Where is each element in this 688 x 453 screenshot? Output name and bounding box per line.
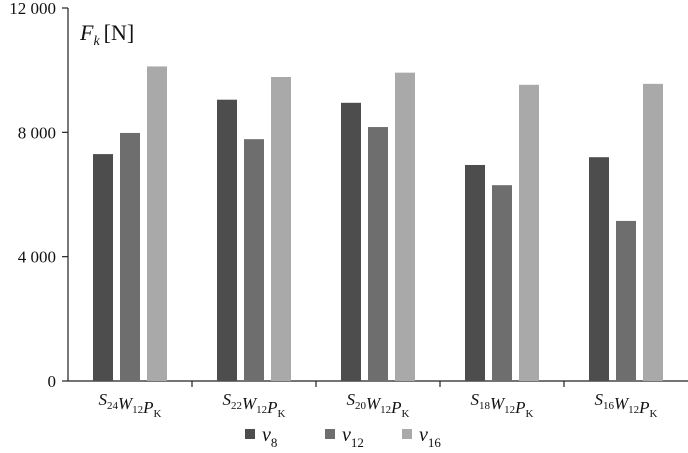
x-tick-label: S22W12PK (222, 390, 285, 420)
x-tick-label: S24W12PK (98, 390, 161, 420)
bar-v12-S20W12PK (368, 127, 388, 381)
bar-v8-S20W12PK (341, 102, 361, 381)
bars (93, 66, 663, 382)
x-tick-label: S18W12PK (470, 390, 533, 420)
bar-v12-S22W12PK (244, 139, 264, 381)
x-tick-labels: S24W12PK S22W12PK S20W12PK S18W12PK S16W12PK (98, 390, 657, 420)
legend-label-v12: v12 (342, 424, 364, 450)
bar-v8-S22W12PK (217, 99, 237, 381)
x-tick-label: S16W12PK (594, 390, 657, 420)
bar-v12-S18W12PK (492, 185, 512, 381)
y-tick-label: 4 000 (18, 248, 56, 267)
bar-v12-S16W12PK (616, 220, 636, 381)
bar-v16-S20W12PK (395, 72, 415, 382)
legend-swatch-v12 (325, 429, 335, 439)
y-axis-label-text: Fk [N] (79, 20, 134, 49)
bar-v16-S22W12PK (271, 77, 291, 381)
legend-swatch-v16 (402, 429, 412, 439)
bar-v16-S24W12PK (147, 66, 167, 381)
bar-v8-S24W12PK (93, 154, 113, 381)
y-tick-label: 8 000 (18, 123, 56, 142)
x-tick-label: S20W12PK (346, 390, 409, 420)
bar-v8-S16W12PK (589, 157, 609, 381)
bar-v12-S24W12PK (120, 132, 140, 381)
legend-swatch-v8 (245, 429, 255, 439)
y-tick-labels: 0 4 000 8 000 12 000 (9, 0, 56, 391)
legend-label-v8: v8 (262, 424, 277, 450)
legend: v8 v12 v16 (245, 424, 441, 450)
legend-label-v16: v16 (419, 424, 441, 450)
bar-v8-S18W12PK (465, 164, 485, 381)
y-tick-label: 0 (48, 372, 57, 391)
y-axis-label: Fk [N] (79, 20, 134, 49)
bar-v16-S16W12PK (643, 83, 663, 382)
bar-v16-S18W12PK (519, 84, 539, 382)
y-tick-label: 12 000 (9, 0, 56, 18)
